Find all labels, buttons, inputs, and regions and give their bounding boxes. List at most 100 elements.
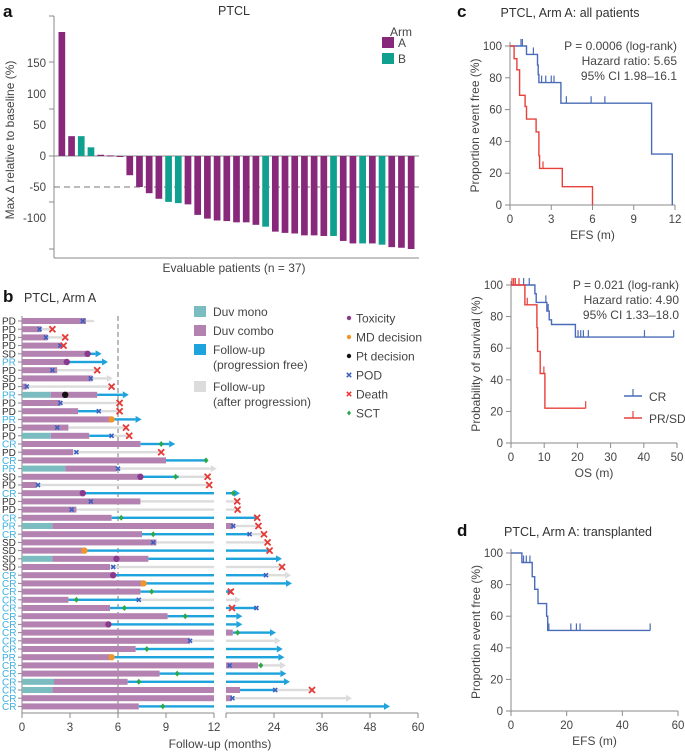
duv-combo-bar [22, 629, 214, 636]
followup-after-progression [138, 598, 214, 601]
pod-marker [35, 482, 41, 488]
stat-annotation: Hazard ratio: 5.65 [582, 54, 678, 68]
followup-after-progression [226, 508, 238, 511]
response-label: CR [2, 456, 16, 467]
sct-marker [158, 441, 164, 447]
waterfall-bar [87, 147, 95, 156]
response-label: PR [2, 464, 16, 475]
death-marker [157, 448, 165, 456]
duv-combo-bar [226, 523, 234, 529]
waterfall-bar [368, 156, 376, 244]
followup-after-progression [233, 524, 259, 528]
waterfall-bar [349, 156, 357, 244]
km-curve-transplanted [511, 552, 651, 632]
legend-label: Pt decision [356, 350, 415, 364]
response-label: CR [2, 628, 16, 639]
pod-marker [230, 523, 236, 529]
waterfall-bar [223, 156, 231, 222]
death-marker [59, 341, 68, 350]
followup-arrow [274, 637, 281, 645]
md-decision-marker [140, 580, 147, 587]
km-curve-pr-sd [511, 284, 586, 409]
response-label: PD [2, 431, 16, 442]
waterfall-bar [271, 156, 279, 232]
y-tick-label: 80 [490, 312, 503, 324]
death-marker [260, 530, 268, 538]
waterfall-bar [262, 156, 269, 227]
followup-after-progression [60, 401, 120, 405]
duv-combo-bar [22, 342, 61, 349]
duv-combo-bar [22, 514, 112, 521]
waterfall-bar [398, 156, 405, 248]
duv-combo-bar [22, 424, 69, 431]
response-label: PR [2, 415, 16, 426]
duv-combo-bar [22, 547, 85, 554]
followup-arrow [285, 571, 292, 579]
y-tick-label: 60 [490, 611, 503, 623]
duv-combo-bar [22, 646, 136, 652]
y-tick-label: 0 [497, 706, 503, 718]
y-tick-label: 100 [484, 280, 503, 292]
followup-arrow [384, 702, 390, 710]
death-marker [48, 325, 57, 333]
death-marker [233, 497, 241, 506]
legend-marker-pt-decision [346, 353, 352, 359]
patient-row: SD [2, 349, 102, 360]
patient-row: PD [2, 325, 57, 336]
legend-label-arm-b: B [398, 52, 406, 66]
pod-marker [49, 367, 55, 373]
followup-progression-free [226, 647, 277, 651]
followup-arrow [284, 678, 290, 686]
y-tick-label: 150 [27, 58, 46, 70]
patient-row: CR [2, 686, 316, 697]
swimmer-title: PTCL, Arm A [24, 291, 97, 305]
legend-label: CR [649, 390, 667, 404]
x-tick-label: 20 [560, 720, 573, 732]
y-tick-label: 0 [40, 151, 46, 163]
x-tick-label: 20 [571, 452, 584, 464]
followup-arrow [234, 596, 241, 604]
patient-row: CR [2, 604, 259, 615]
response-label: CR [2, 612, 16, 623]
waterfall-bar [126, 156, 134, 176]
patient-row: CR [2, 669, 287, 680]
pod-marker [80, 318, 86, 324]
pod-marker [227, 662, 233, 668]
legend-swatch-duv-combo [194, 325, 206, 336]
response-label: CR [2, 604, 16, 615]
duv-combo-bar [22, 703, 139, 710]
response-label: CR [2, 571, 16, 582]
legend-label: Duv combo [213, 324, 274, 338]
followup-after-progression [60, 344, 64, 347]
death-marker [107, 382, 116, 391]
legend-label: Follow-up [213, 343, 265, 357]
patient-row: PR [2, 358, 108, 369]
followup-progression-free [226, 656, 279, 659]
response-label: CR [2, 579, 16, 590]
followup-after-progression [226, 541, 268, 544]
legend-label: Follow-up [213, 380, 265, 394]
patient-row: CR [2, 530, 268, 541]
followup-progression-free [226, 606, 257, 610]
death-marker [263, 538, 272, 547]
y-tick-label: 40 [489, 136, 502, 148]
sct-marker [230, 490, 236, 497]
response-label: PD [2, 423, 16, 434]
x-tick-label: 9 [631, 214, 637, 226]
followup-after-progression [36, 483, 210, 487]
y-tick-label: 20 [490, 406, 503, 418]
x-tick-label: 9 [163, 722, 169, 734]
pod-marker [187, 638, 193, 644]
pod-marker [73, 449, 79, 455]
pod-marker [247, 531, 253, 537]
stat-annotation: 95% CI 1.33–18.0 [583, 308, 679, 322]
x-axis-label: EFS (m) [572, 734, 617, 748]
followup-after-progression [92, 377, 107, 380]
patient-row: SD [2, 538, 272, 549]
response-label: CR [2, 530, 16, 541]
waterfall-bar [359, 156, 366, 244]
followup-arrow [95, 350, 102, 358]
patient-row: PR [2, 522, 263, 533]
duv-combo-bar [22, 326, 42, 333]
duv-combo-bar [22, 637, 190, 644]
